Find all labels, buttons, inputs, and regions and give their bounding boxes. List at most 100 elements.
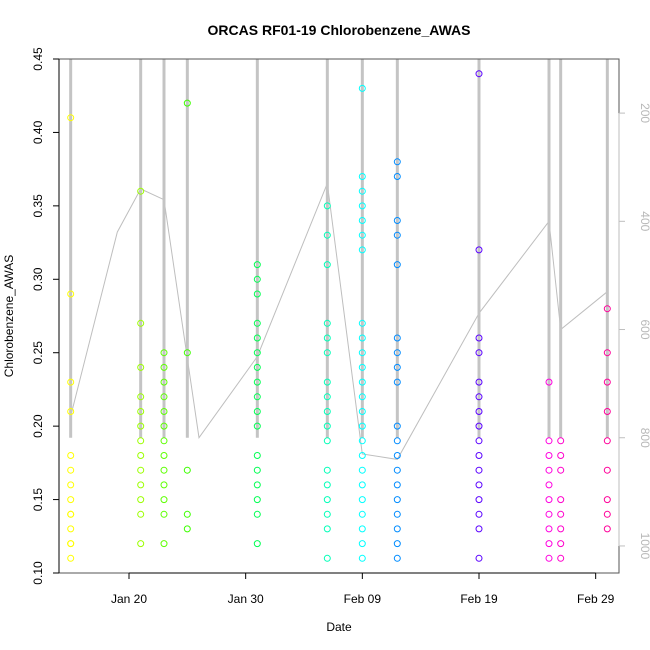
data-point: [475, 554, 483, 562]
data-point: [137, 408, 145, 415]
data-point: [253, 452, 261, 459]
data-point: [137, 540, 145, 548]
data-point: [557, 540, 565, 548]
data-point: [253, 540, 261, 548]
data-point: [393, 481, 401, 489]
data-point: [253, 319, 261, 327]
data-point: [358, 525, 366, 533]
data-point: [253, 363, 261, 371]
right-tick-label: 800: [638, 428, 650, 448]
right-axis-trace: [69, 59, 609, 460]
data-point: [545, 452, 553, 459]
data-point: [358, 173, 366, 180]
data-point: [358, 231, 366, 239]
data-point: [323, 466, 331, 474]
data-point: [393, 510, 401, 518]
right-tick-label: 1000: [638, 533, 650, 560]
data-point: [183, 99, 191, 107]
data-point: [67, 481, 75, 489]
data-point: [475, 466, 483, 474]
x-tick-label: Feb 19: [460, 592, 498, 606]
data-point: [323, 378, 331, 386]
data-point: [475, 452, 483, 459]
data-point: [323, 334, 331, 342]
chart-title: ORCAS RF01-19 Chlorobenzene_AWAS: [208, 22, 471, 38]
data-point: [323, 408, 331, 415]
data-point: [475, 349, 483, 357]
data-point: [545, 481, 553, 489]
data-point: [253, 422, 261, 430]
data-point: [253, 393, 261, 401]
x-tick-label: Jan 30: [228, 592, 264, 606]
data-point: [603, 510, 611, 518]
data-point: [183, 466, 191, 474]
data-point: [545, 437, 553, 445]
data-point: [137, 393, 145, 401]
data-point: [137, 422, 145, 430]
y-tick-label: 0.45: [31, 47, 45, 71]
data-point: [393, 437, 401, 445]
data-point: [603, 496, 611, 504]
data-point: [160, 481, 168, 489]
data-point: [323, 496, 331, 504]
x-tick-label: Feb 29: [577, 592, 615, 606]
data-point: [603, 349, 611, 357]
data-point: [160, 540, 168, 548]
data-point: [358, 481, 366, 489]
data-point: [557, 452, 565, 459]
data-point: [393, 158, 401, 166]
data-point: [358, 202, 366, 210]
y-tick-label: 0.20: [31, 414, 45, 438]
data-point: [323, 202, 331, 210]
data-point: [545, 525, 553, 533]
data-point: [393, 422, 401, 430]
x-axis-label: Date: [326, 620, 352, 634]
data-point: [358, 393, 366, 401]
axes: Jan 20 Jan 30 Feb 09 Feb 19 Feb 29 0.10 0.15 0.…: [31, 47, 650, 606]
data-point: [393, 554, 401, 562]
data-point: [160, 393, 168, 401]
data-point: [67, 540, 75, 548]
data-point: [393, 466, 401, 474]
data-point: [253, 275, 261, 283]
data-point: [253, 408, 261, 415]
data-point: [475, 422, 483, 430]
data-point: [160, 349, 168, 357]
x-tick-label: Jan 20: [111, 592, 147, 606]
data-point: [358, 510, 366, 518]
x-tick-label: Feb 09: [344, 592, 382, 606]
data-point: [393, 334, 401, 342]
data-point: [393, 217, 401, 224]
data-point: [253, 481, 261, 489]
data-point: [137, 466, 145, 474]
data-point: [358, 187, 366, 195]
y-tick-label: 0.25: [31, 341, 45, 365]
data-point: [67, 496, 75, 504]
data-point: [393, 349, 401, 357]
data-point: [603, 466, 611, 474]
data-point: [183, 510, 191, 518]
data-point: [475, 437, 483, 445]
right-tick-label: 400: [638, 211, 650, 231]
data-point: [393, 452, 401, 459]
data-point: [358, 496, 366, 504]
data-point: [358, 378, 366, 386]
data-point: [253, 466, 261, 474]
data-point: [183, 525, 191, 533]
data-point: [253, 378, 261, 386]
data-point: [545, 554, 553, 562]
data-point: [67, 378, 75, 386]
data-point: [475, 70, 483, 78]
data-point: [475, 525, 483, 533]
data-point: [323, 510, 331, 518]
data-point: [393, 496, 401, 504]
data-point: [137, 319, 145, 327]
data-point: [358, 319, 366, 327]
data-point: [557, 525, 565, 533]
data-point: [545, 378, 553, 386]
data-point: [358, 408, 366, 415]
y-tick-label: 0.40: [31, 120, 45, 144]
data-point: [253, 349, 261, 357]
data-point: [358, 84, 366, 92]
